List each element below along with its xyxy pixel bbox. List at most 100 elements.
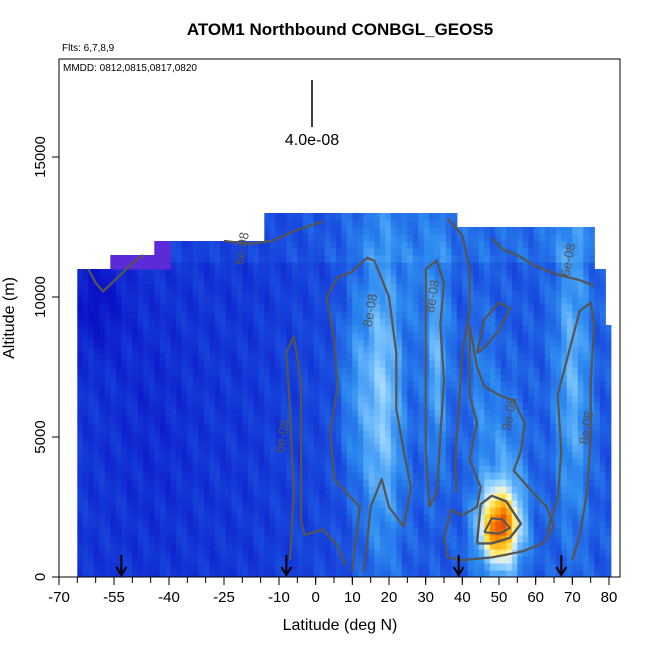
heat-cell [423,514,430,522]
heat-cell [313,346,320,354]
heat-cell [605,374,612,382]
heat-cell [236,528,243,536]
heat-cell [594,374,601,382]
heat-cell [555,318,562,326]
heat-cell [352,479,359,487]
heat-cell [181,409,188,417]
heat-cell [390,283,397,291]
heat-cell [599,367,606,375]
heat-cell [550,304,557,312]
heat-cell [522,241,529,249]
heat-cell [104,542,111,550]
heat-cell [511,423,518,431]
heat-cell [264,416,271,424]
heat-cell [544,570,551,577]
heat-cell [462,458,469,466]
heat-cell [302,570,309,577]
heat-cell [605,430,612,438]
heat-cell [379,318,386,326]
heat-cell [341,430,348,438]
heat-cell [143,388,150,396]
heat-cell [500,563,507,571]
heat-cell [115,353,122,361]
heat-cell [363,241,370,249]
heat-cell [434,346,441,354]
heat-cell [154,381,161,389]
heat-cell [88,542,95,550]
heat-cell [418,241,425,249]
heat-cell [192,248,199,256]
heat-cell [396,486,403,494]
heat-cell [539,437,546,445]
heat-cell [357,528,364,536]
heat-cell [605,556,612,564]
heat-cell [324,451,331,459]
heat-cell [374,465,381,473]
heat-cell [379,283,386,291]
heat-cell [242,367,249,375]
heat-cell [77,556,84,564]
heat-cell [511,535,518,543]
heat-cell [506,269,513,277]
heat-cell [143,542,150,550]
heat-cell [407,528,414,536]
heat-cell [137,507,144,515]
heat-cell [412,388,419,396]
heat-cell [594,472,601,480]
heat-cell [506,507,513,515]
heat-cell [324,465,331,473]
heat-cell [264,388,271,396]
heat-cell [374,409,381,417]
heat-cell [302,458,309,466]
heat-cell [99,444,106,452]
heat-cell [132,262,139,270]
heat-cell [176,290,183,298]
heat-cell [335,402,342,410]
heat-cell [385,493,392,501]
heat-cell [214,458,221,466]
heat-cell [385,332,392,340]
heat-cell [462,402,469,410]
heat-cell [462,563,469,571]
heat-cell [126,353,133,361]
heat-cell [220,276,227,284]
heat-cell [286,535,293,543]
heat-cell [170,423,177,431]
heat-cell [517,388,524,396]
heat-cell [385,213,392,221]
heat-cell [225,262,232,270]
heat-cell [577,409,584,417]
heat-cell [363,297,370,305]
heat-cell [192,570,199,577]
heat-cell [346,500,353,508]
heat-cell [242,514,249,522]
heat-cell [429,290,436,298]
heat-cell [566,514,573,522]
heat-cell [550,346,557,354]
heat-cell [247,465,254,473]
heat-cell [528,430,535,438]
heat-cell [495,500,502,508]
heat-cell [225,360,232,368]
heat-cell [126,318,133,326]
heat-cell [104,458,111,466]
heat-cell [324,255,331,263]
heat-cell [313,493,320,501]
heat-cell [517,255,524,263]
heat-cell [588,227,595,235]
heat-cell [148,297,155,305]
heat-cell [385,507,392,515]
heat-cell [544,325,551,333]
heat-cell [363,444,370,452]
heat-cell [115,472,122,480]
heat-cell [77,479,84,487]
heat-cell [588,332,595,340]
heat-cell [264,213,271,221]
heat-cell [473,451,480,459]
heat-cell [319,444,326,452]
heat-cell [544,290,551,298]
heat-cell [495,437,502,445]
heat-cell [313,486,320,494]
heat-cell [588,269,595,277]
contour-8e-08-loop [475,301,512,354]
